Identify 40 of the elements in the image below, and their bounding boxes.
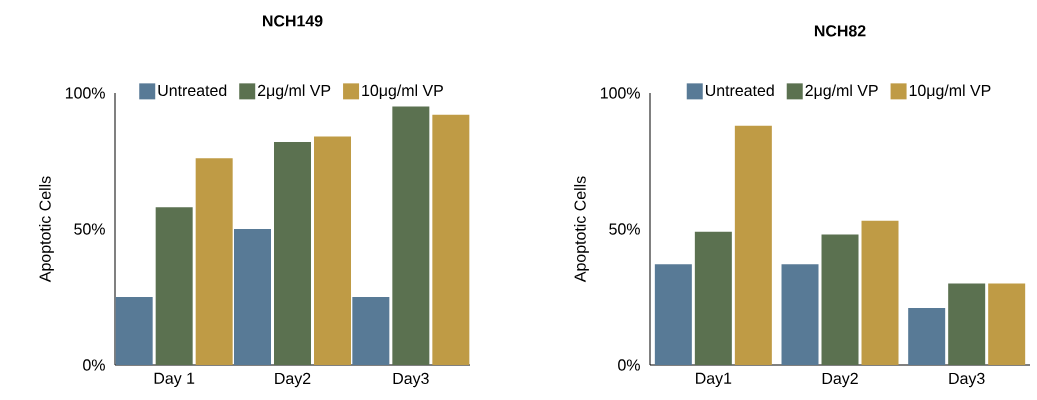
bar	[155, 207, 193, 365]
bar	[115, 297, 153, 365]
x-tick-label: Day1	[696, 372, 732, 388]
chart-title: NCH149	[263, 15, 323, 27]
y-tick-label: 100%	[65, 87, 105, 99]
bar	[234, 229, 272, 365]
bar	[861, 220, 899, 365]
bar	[392, 106, 430, 365]
y-tick-label: 0%	[618, 359, 640, 371]
legend-label: Untreated	[705, 84, 774, 97]
x-tick-label: Day3	[949, 372, 985, 388]
bar	[908, 307, 946, 365]
x-tick-label: Day2	[822, 372, 858, 388]
bar	[694, 231, 732, 365]
y-tick-label: 0%	[83, 359, 105, 371]
y-tick-label: 50%	[609, 223, 640, 235]
bar	[274, 141, 312, 365]
bar	[734, 125, 772, 365]
bar	[432, 114, 470, 365]
x-tick-label: Day3	[393, 372, 429, 388]
x-tick-label: Day2	[275, 372, 311, 388]
bar	[654, 264, 692, 365]
legend-label: Untreated	[158, 84, 227, 97]
legend-label: 2μg/ml VP	[805, 84, 878, 100]
legend-label: 10μg/ml VP	[362, 84, 443, 100]
y-axis-title: Apoptotic Cells	[574, 176, 589, 283]
chart-title: NCH82	[814, 25, 866, 37]
legend-label: 10μg/ml VP	[909, 84, 991, 100]
bar	[988, 283, 1026, 365]
bar	[195, 158, 233, 365]
bar	[781, 264, 819, 365]
bar	[314, 136, 352, 365]
y-axis-title: Apoptotic Cells	[39, 176, 54, 283]
bar	[948, 283, 986, 365]
x-tick-label: Day 1	[154, 372, 195, 388]
y-tick-label: 50%	[74, 223, 105, 235]
y-tick-label: 100%	[600, 87, 640, 99]
legend-label: 2μg/ml VP	[258, 84, 331, 100]
bar	[821, 234, 859, 365]
bar	[352, 297, 390, 365]
